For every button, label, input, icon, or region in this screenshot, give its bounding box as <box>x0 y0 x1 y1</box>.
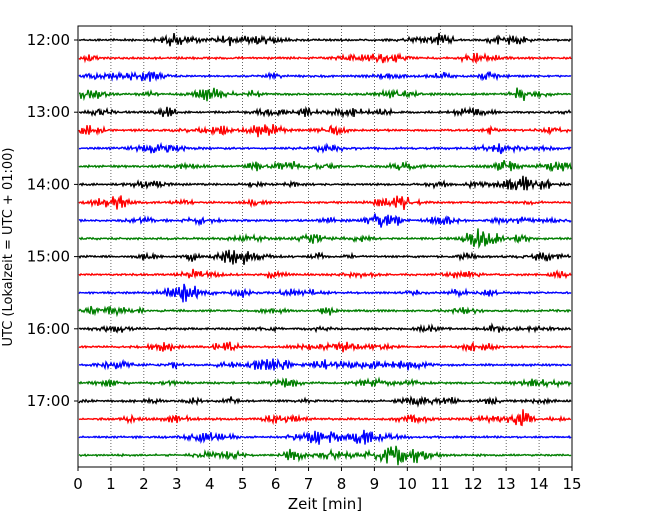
plot-frame <box>77 25 573 468</box>
trace-row <box>78 195 572 210</box>
trace-row <box>78 376 572 389</box>
trace-row <box>78 175 572 191</box>
trace-row <box>78 52 572 65</box>
trace-row <box>78 141 572 155</box>
y-tick-label: 12:00 <box>27 31 70 49</box>
x-tick-label: 0 <box>73 475 83 493</box>
y-tick-label: 15:00 <box>27 248 70 266</box>
x-tick-label: 8 <box>337 475 347 493</box>
trace-row <box>78 409 572 427</box>
trace-row <box>78 357 572 371</box>
trace-row <box>78 70 572 82</box>
x-tick-label: 14 <box>530 475 549 493</box>
x-tick-label: 10 <box>398 475 417 493</box>
x-tick-label: 12 <box>464 475 483 493</box>
trace-row <box>78 213 572 228</box>
x-tick-label: 6 <box>271 475 281 493</box>
x-tick-label: 1 <box>106 475 116 493</box>
x-tick-label: 13 <box>497 475 516 493</box>
x-tick-label: 2 <box>139 475 149 493</box>
trace-row <box>78 249 572 265</box>
x-tick-label: 5 <box>238 475 248 493</box>
trace-row <box>78 305 572 318</box>
trace-row <box>78 429 572 445</box>
x-tick-label: 9 <box>370 475 380 493</box>
y-tick-label: 16:00 <box>27 320 70 338</box>
x-axis: 0 1 2 3 4 5 6 7 8 9 10 11 12 13 14 15 <box>73 467 582 493</box>
trace-row <box>78 228 572 250</box>
trace-row <box>78 268 572 280</box>
trace-row <box>78 395 572 408</box>
trace-row <box>78 32 572 47</box>
y-tick-label: 13:00 <box>27 103 70 121</box>
trace-row <box>78 340 572 353</box>
trace-row <box>78 105 572 119</box>
x-tick-label: 15 <box>562 475 581 493</box>
trace-row <box>78 159 572 173</box>
trace-row <box>78 124 572 138</box>
x-axis-label: Zeit [min] <box>288 495 362 513</box>
trace-row <box>78 87 572 102</box>
x-tick-label: 7 <box>304 475 314 493</box>
y-tick-label: 17:00 <box>27 392 70 410</box>
trace-row <box>78 445 572 466</box>
y-axis-label: UTC (Lokalzeit = UTC + 01:00) <box>1 148 16 347</box>
x-tick-label: 3 <box>172 475 182 493</box>
x-tick-label: 11 <box>431 475 450 493</box>
y-tick-label: 14:00 <box>27 175 70 193</box>
trace-row <box>78 283 572 303</box>
seismic-traces <box>78 32 572 466</box>
trace-row <box>78 322 572 334</box>
x-tick-label: 4 <box>205 475 215 493</box>
y-axis: 12:00 13:00 14:00 15:00 16:00 17:00 <box>27 31 78 410</box>
